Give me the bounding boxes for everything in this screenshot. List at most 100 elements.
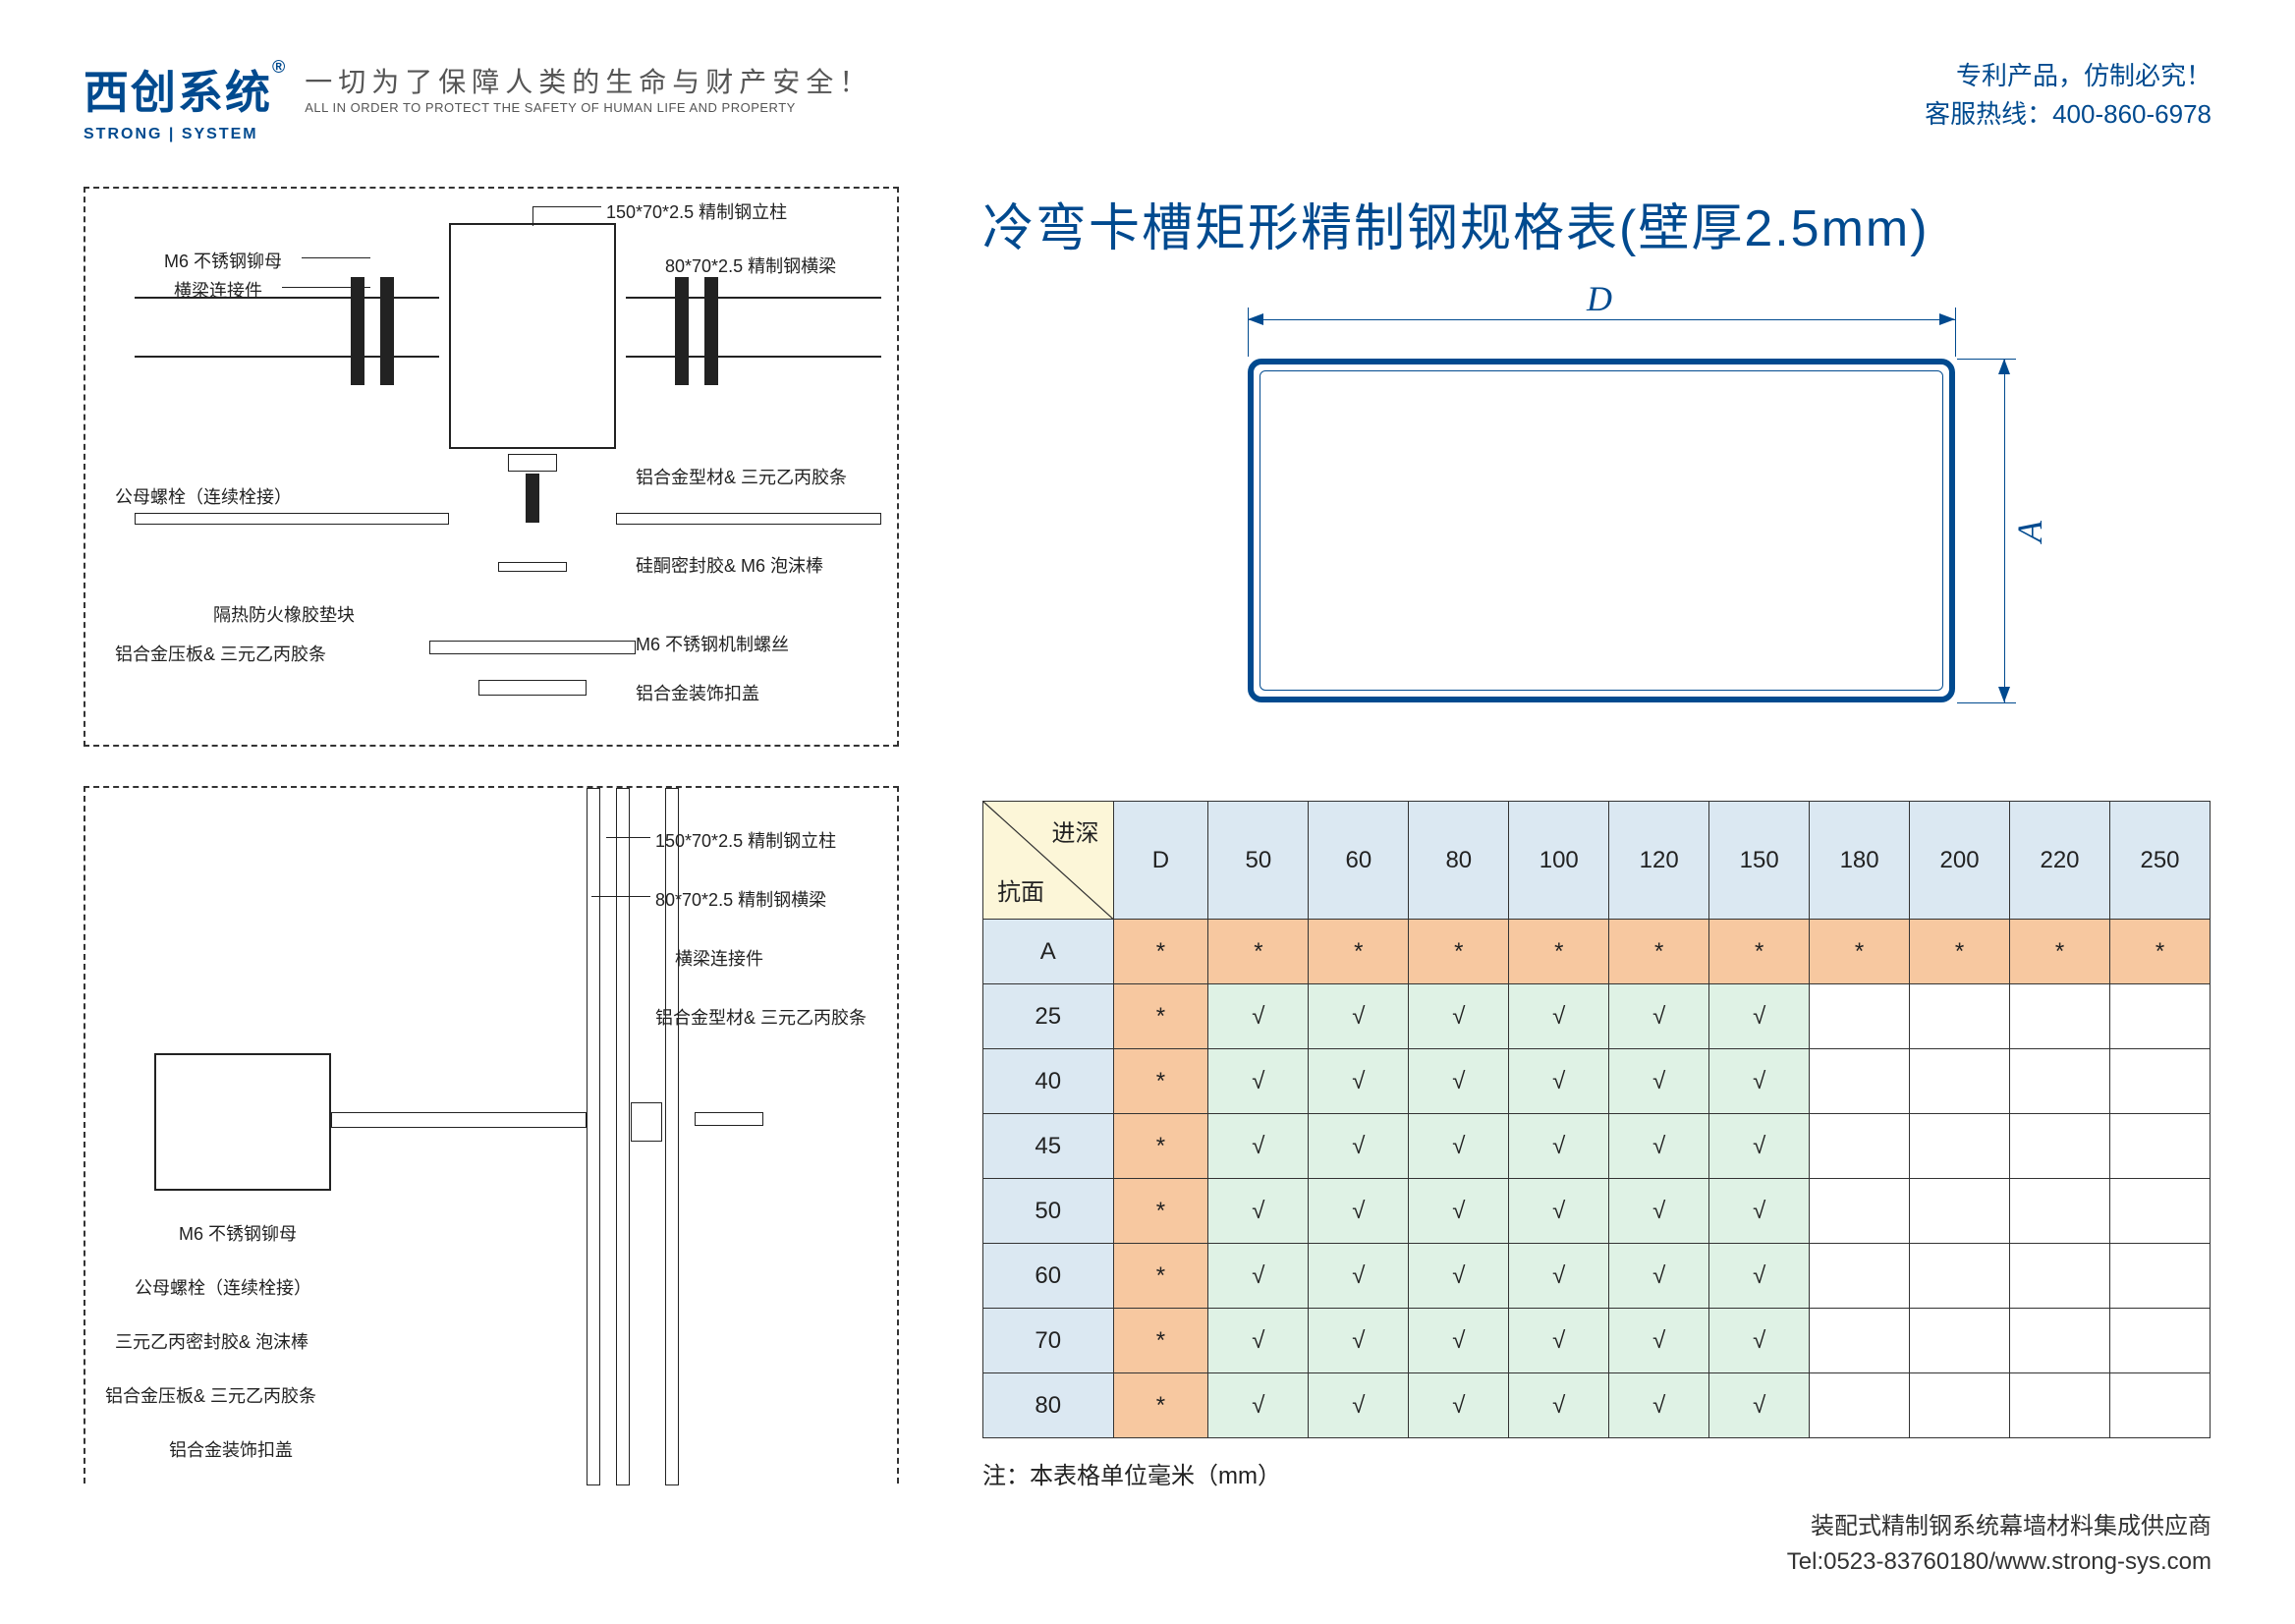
tagline-en: ALL IN ORDER TO PROTECT THE SAFETY OF HU… bbox=[305, 100, 872, 115]
cell-star: * bbox=[1208, 920, 1309, 984]
table-row: 60*√√√√√√ bbox=[983, 1244, 2211, 1309]
label-column-150-b: 150*70*2.5 精制钢立柱 bbox=[655, 827, 836, 853]
table-cell: * bbox=[1113, 1244, 1208, 1309]
table-cell: √ bbox=[1309, 1309, 1409, 1373]
table-cell bbox=[1810, 1049, 1910, 1114]
table-cell: √ bbox=[1208, 1179, 1309, 1244]
table-cell: √ bbox=[1409, 1179, 1509, 1244]
label-alu-cover-b: 铝合金装饰扣盖 bbox=[169, 1436, 293, 1462]
table-cell: √ bbox=[1509, 1244, 1609, 1309]
table-cell bbox=[2109, 984, 2210, 1049]
table-cell: √ bbox=[1309, 1244, 1409, 1309]
col-header: 150 bbox=[1709, 802, 1810, 920]
table-cell bbox=[1910, 1244, 2010, 1309]
header-corner-cell: 进深 抗面 bbox=[983, 802, 1114, 920]
spec-column: 冷弯卡槽矩形精制钢规格表(壁厚2.5mm) D A 进深 抗面 D 50 60 bbox=[982, 187, 2211, 1490]
table-cell: * bbox=[1113, 1114, 1208, 1179]
col-header: 220 bbox=[2010, 802, 2110, 920]
cell-star: * bbox=[1509, 920, 1609, 984]
header-depth-label: 进深 bbox=[1052, 813, 1099, 848]
table-cell bbox=[2010, 1049, 2110, 1114]
table-cell: * bbox=[1113, 1373, 1208, 1438]
table-cell bbox=[2109, 1309, 2210, 1373]
table-cell: * bbox=[1113, 1309, 1208, 1373]
tagline-block: 一切为了保障人类的生命与财产安全！ ALL IN ORDER TO PROTEC… bbox=[305, 61, 872, 115]
spec-table: 进深 抗面 D 50 60 80 100 120 150 180 200 220… bbox=[982, 801, 2211, 1438]
logo-en: STRONG | SYSTEM bbox=[84, 126, 287, 143]
col-header: 60 bbox=[1309, 802, 1409, 920]
label-m6-screw: M6 不锈钢机制螺丝 bbox=[636, 631, 789, 656]
hotline: 客服热线：400-860-6978 bbox=[1925, 95, 2211, 134]
label-sealant-b: 三元乙丙密封胶& 泡沫棒 bbox=[115, 1328, 308, 1354]
header-right: 专利产品，仿制必究！ 客服热线：400-860-6978 bbox=[1925, 57, 2211, 134]
table-cell bbox=[1910, 1309, 2010, 1373]
table-cell: * bbox=[1113, 1049, 1208, 1114]
page-footer: 装配式精制钢系统幕墙材料集成供应商 Tel:0523-83760180/www.… bbox=[1787, 1509, 2211, 1580]
table-cell bbox=[2010, 1244, 2110, 1309]
table-cell: √ bbox=[1609, 1114, 1709, 1179]
label-column-150: 150*70*2.5 精制钢立柱 bbox=[606, 198, 787, 224]
patent-notice: 专利产品，仿制必究！ bbox=[1925, 57, 2211, 95]
table-cell bbox=[1910, 1373, 2010, 1438]
table-cell bbox=[1810, 1114, 1910, 1179]
table-cell: √ bbox=[1709, 1179, 1810, 1244]
table-cell: √ bbox=[1609, 1049, 1709, 1114]
diagram-plan-bottom: 150*70*2.5 精制钢立柱 80*70*2.5 精制钢横梁 横梁连接件 铝… bbox=[84, 786, 899, 1484]
table-cell: √ bbox=[1509, 1373, 1609, 1438]
cell-star: * bbox=[1113, 920, 1208, 984]
tagline-cn: 一切为了保障人类的生命与财产安全！ bbox=[305, 61, 872, 100]
label-bolt: 公母螺栓（连续栓接） bbox=[115, 483, 292, 509]
table-cell bbox=[2010, 1373, 2110, 1438]
table-cell: √ bbox=[1509, 1049, 1609, 1114]
table-cell: * bbox=[1113, 1179, 1208, 1244]
table-cell: √ bbox=[1409, 1049, 1509, 1114]
cell-star: * bbox=[1309, 920, 1409, 984]
table-cell: √ bbox=[1409, 984, 1509, 1049]
table-row: 70*√√√√√√ bbox=[983, 1309, 2211, 1373]
table-cell: √ bbox=[1409, 1244, 1509, 1309]
page-header: 西创系统® STRONG | SYSTEM 一切为了保障人类的生命与财产安全！ … bbox=[84, 57, 2211, 143]
footer-line2: Tel:0523-83760180/www.strong-sys.com bbox=[1787, 1544, 2211, 1580]
table-note: 注：本表格单位毫米（mm） bbox=[982, 1456, 2211, 1490]
table-cell bbox=[2109, 1373, 2210, 1438]
table-row: 50*√√√√√√ bbox=[983, 1179, 2211, 1244]
table-row-a: A * * * * * * * * * * * bbox=[983, 920, 2211, 984]
label-beam-80-b: 80*70*2.5 精制钢横梁 bbox=[655, 886, 826, 912]
label-m6-rivet: M6 不锈钢铆母 bbox=[164, 248, 282, 273]
row-label: 80 bbox=[983, 1373, 1114, 1438]
table-row: 25*√√√√√√ bbox=[983, 984, 2211, 1049]
row-label: 60 bbox=[983, 1244, 1114, 1309]
logo-block: 西创系统® STRONG | SYSTEM 一切为了保障人类的生命与财产安全！ … bbox=[84, 57, 872, 143]
table-cell bbox=[2010, 1114, 2110, 1179]
table-cell: √ bbox=[1709, 1373, 1810, 1438]
cell-star: * bbox=[1910, 920, 2010, 984]
table-cell bbox=[1810, 1309, 1910, 1373]
cell-star: * bbox=[1709, 920, 1810, 984]
table-cell: √ bbox=[1409, 1309, 1509, 1373]
cell-star: * bbox=[2109, 920, 2210, 984]
table-cell: √ bbox=[1709, 984, 1810, 1049]
label-sealant: 硅酮密封胶& M6 泡沫棒 bbox=[636, 552, 823, 578]
table-cell: √ bbox=[1208, 984, 1309, 1049]
cross-section-diagram: D A bbox=[1130, 290, 2063, 752]
table-cell: √ bbox=[1208, 1373, 1309, 1438]
table-cell: √ bbox=[1208, 1049, 1309, 1114]
col-header: 250 bbox=[2109, 802, 2210, 920]
table-cell: √ bbox=[1509, 1309, 1609, 1373]
table-cell bbox=[2109, 1114, 2210, 1179]
spec-title: 冷弯卡槽矩形精制钢规格表(壁厚2.5mm) bbox=[982, 187, 2211, 260]
header-face-label: 抗面 bbox=[997, 872, 1044, 907]
label-beam-connector-b: 横梁连接件 bbox=[675, 945, 763, 971]
cell-star: * bbox=[1810, 920, 1910, 984]
table-cell bbox=[2109, 1244, 2210, 1309]
table-cell: √ bbox=[1509, 1114, 1609, 1179]
cell-star: * bbox=[1409, 920, 1509, 984]
row-label: 40 bbox=[983, 1049, 1114, 1114]
table-cell bbox=[1810, 1373, 1910, 1438]
col-header: 180 bbox=[1810, 802, 1910, 920]
table-cell: √ bbox=[1208, 1114, 1309, 1179]
label-alu-plate-b: 铝合金压板& 三元乙丙胶条 bbox=[105, 1382, 316, 1408]
table-cell: * bbox=[1113, 984, 1208, 1049]
col-header: 200 bbox=[1910, 802, 2010, 920]
label-alu-cover: 铝合金装饰扣盖 bbox=[636, 680, 759, 705]
